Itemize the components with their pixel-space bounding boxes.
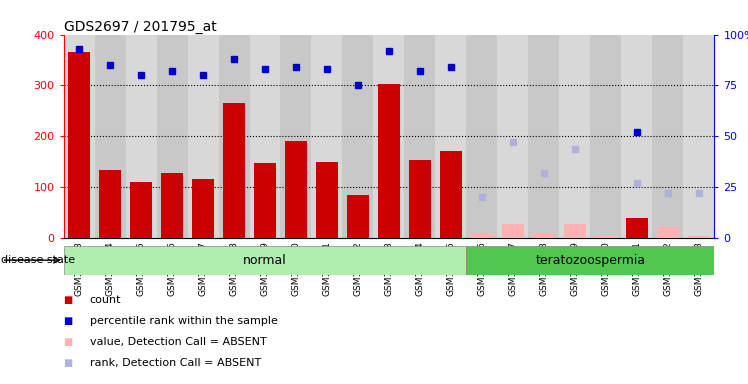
Text: ■: ■ [63, 316, 72, 326]
Bar [64, 246, 467, 275]
Bar [590, 35, 622, 238]
Bar [435, 35, 467, 238]
Bar [126, 35, 156, 238]
Bar [440, 151, 462, 238]
Bar [311, 35, 343, 238]
Bar [64, 35, 94, 238]
Bar [405, 35, 435, 238]
Bar [467, 35, 497, 238]
Text: rank, Detection Call = ABSENT: rank, Detection Call = ABSENT [90, 358, 261, 368]
Bar [528, 35, 560, 238]
Text: GDS2697 / 201795_at: GDS2697 / 201795_at [64, 20, 216, 33]
Bar [564, 224, 586, 238]
Bar [622, 35, 652, 238]
Bar [280, 35, 311, 238]
Bar [218, 35, 250, 238]
Bar [378, 84, 399, 238]
Bar [254, 163, 276, 238]
Text: count: count [90, 295, 121, 305]
Bar [471, 233, 493, 238]
Bar [652, 35, 684, 238]
Bar [343, 35, 373, 238]
Bar [285, 141, 307, 238]
Bar [68, 52, 90, 238]
Bar [502, 224, 524, 238]
Text: ■: ■ [63, 358, 72, 368]
Bar [161, 174, 183, 238]
Text: normal: normal [243, 254, 287, 266]
Text: percentile rank within the sample: percentile rank within the sample [90, 316, 278, 326]
Bar [156, 35, 188, 238]
Bar [595, 235, 616, 238]
Bar [250, 35, 280, 238]
Bar [497, 35, 528, 238]
Bar [223, 103, 245, 238]
Bar [130, 182, 152, 238]
Bar [688, 235, 710, 238]
Bar [188, 35, 218, 238]
Bar [560, 35, 590, 238]
Bar [373, 35, 405, 238]
Bar [94, 35, 126, 238]
Text: disease state: disease state [1, 255, 75, 265]
Text: teratozoospermia: teratozoospermia [536, 254, 646, 266]
Bar [467, 246, 714, 275]
Text: value, Detection Call = ABSENT: value, Detection Call = ABSENT [90, 337, 266, 347]
Text: ■: ■ [63, 295, 72, 305]
Bar [657, 227, 678, 238]
Bar [192, 179, 214, 238]
Text: ■: ■ [63, 337, 72, 347]
Bar [347, 195, 369, 238]
Bar [99, 170, 121, 238]
Bar [316, 162, 338, 238]
Bar [409, 160, 431, 238]
Bar [533, 233, 555, 238]
Bar [684, 35, 714, 238]
Bar [626, 218, 648, 238]
